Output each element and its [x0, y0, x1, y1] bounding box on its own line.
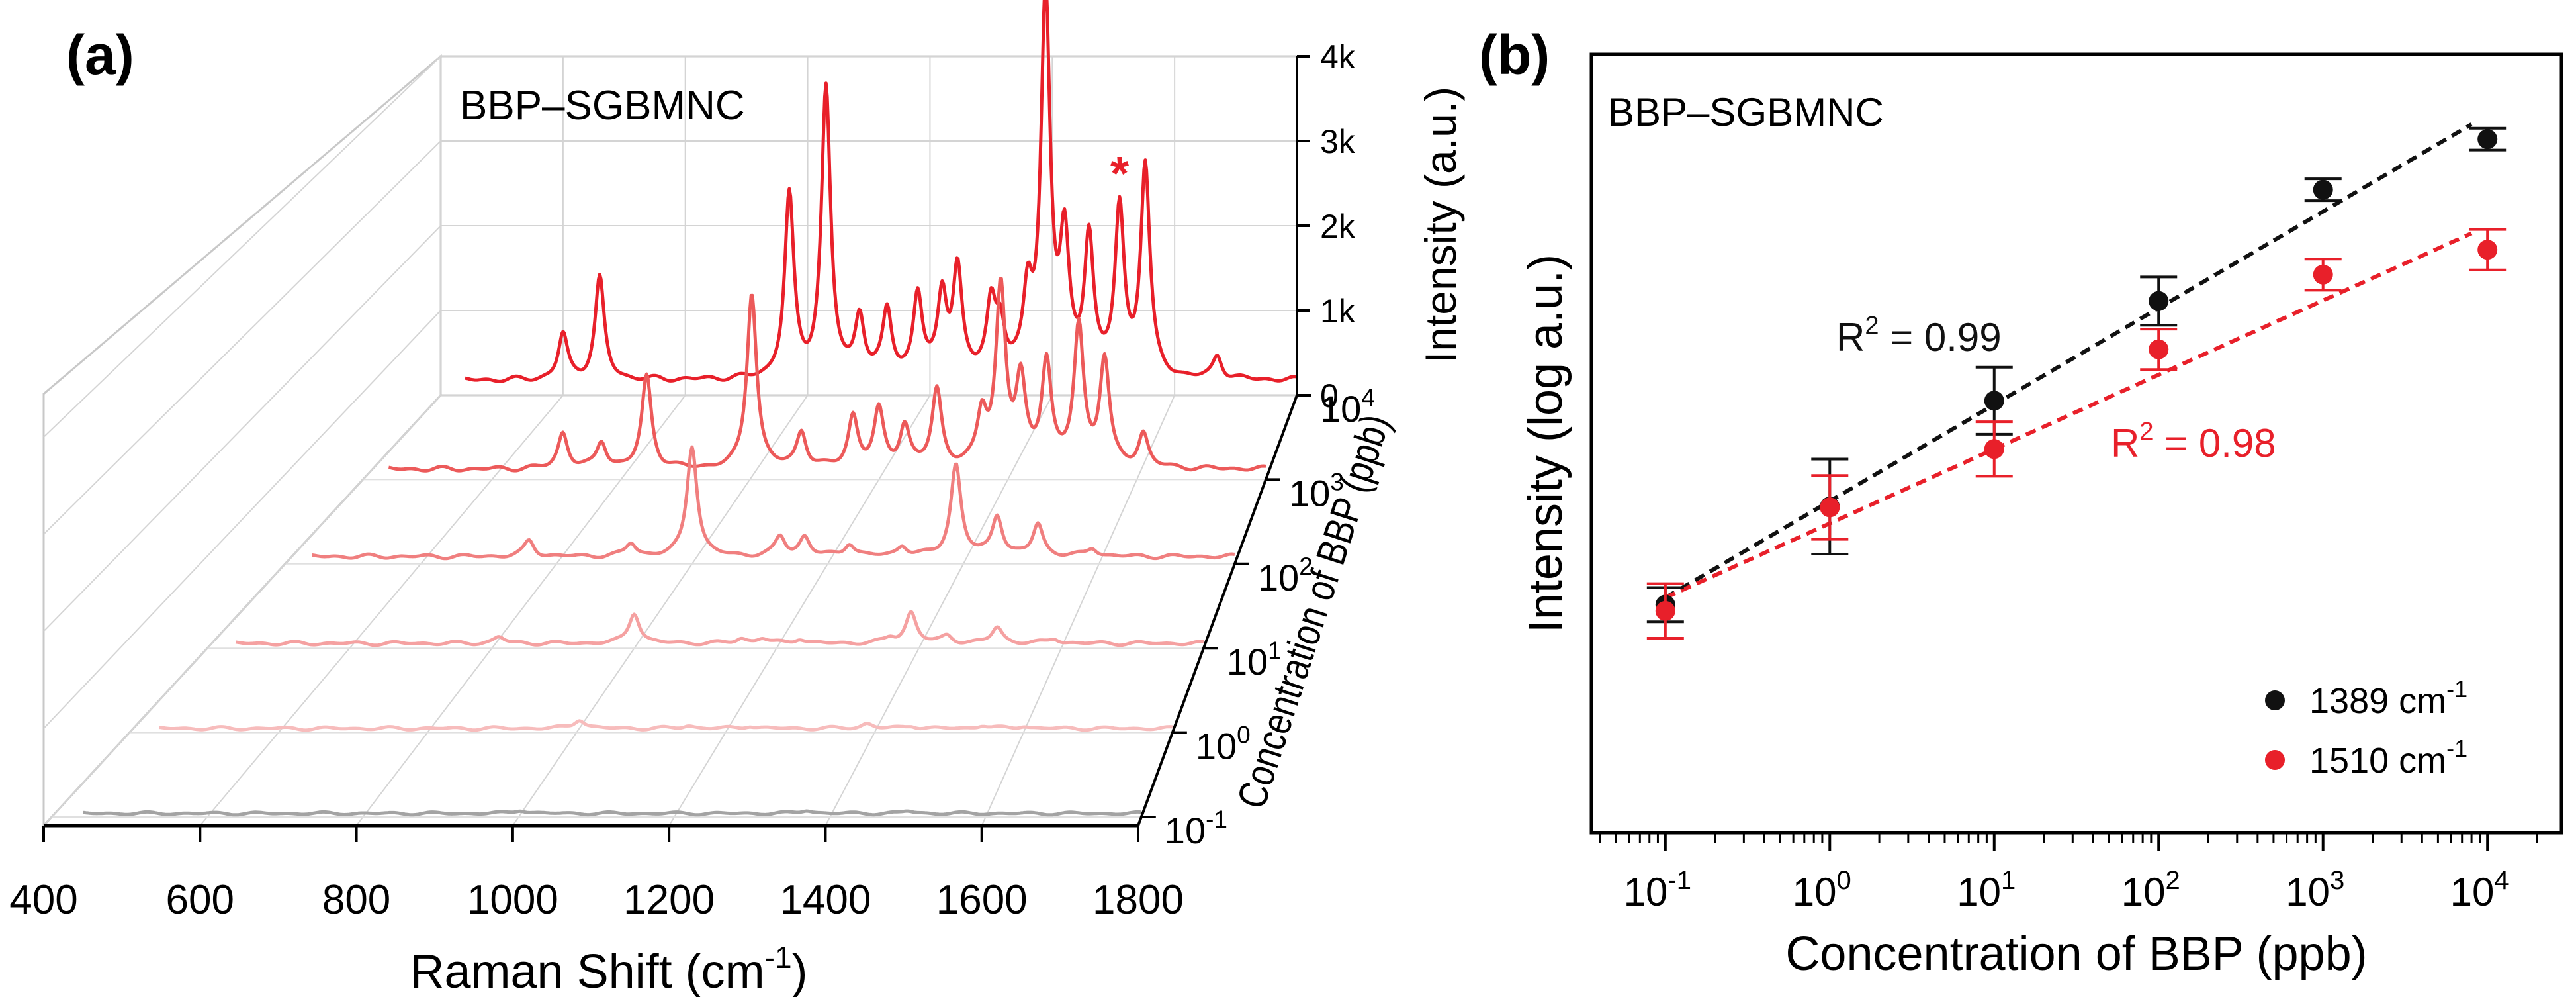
concentration-tick-label: 100 — [1196, 722, 1251, 767]
spectrum-line — [159, 719, 1173, 732]
x-tick-label: 103 — [2286, 866, 2344, 914]
legend-label-1510: 1510 cm-1 — [2309, 735, 2467, 781]
data-point — [2149, 291, 2169, 311]
panel-b-fit-lines — [1664, 122, 2473, 600]
fit-line — [1664, 231, 2473, 600]
floor-gridline — [512, 395, 809, 826]
panel-b-legend: 1389 cm-1 1510 cm-1 — [2265, 675, 2467, 781]
x-tick-label: 10-1 — [1624, 866, 1691, 914]
spectrum-line — [388, 277, 1266, 473]
intensity-tick-label: 0 — [1320, 377, 1339, 414]
fit-line — [1664, 122, 2473, 600]
raman-tick-label: 800 — [322, 877, 390, 923]
data-point — [2313, 264, 2333, 285]
x-tick-label: 101 — [1957, 866, 2016, 914]
side-wall-hgrid — [43, 395, 441, 826]
spectrum-line — [312, 445, 1235, 561]
data-point — [1820, 497, 1840, 518]
intensity-tick-label: 3k — [1320, 123, 1356, 160]
concentration-tick-label: 10-1 — [1165, 806, 1227, 851]
side-wall-hgrid — [43, 225, 441, 632]
side-wall-hgrid — [43, 56, 441, 438]
floor-gridline — [824, 395, 1053, 826]
raman-tick-label: 1800 — [1092, 877, 1184, 923]
panel-b-title: BBP–SGBMNC — [1608, 90, 1884, 134]
panel-b-x-ticks: 10-1 100 101 102 103 104 — [1599, 833, 2538, 914]
concentration-tick-label: 101 — [1227, 637, 1282, 683]
panel-a-concentration-ticks: 10-1 100 101 102 103 104 — [1137, 384, 1375, 851]
panel-a-raman-3d: (a) 0 1k 2k 3k 4k 400 600 800 1000 1200 1400 1600 1… — [9, 0, 1465, 997]
floor-gridline — [355, 395, 686, 826]
concentration-tick-label: 102 — [1258, 553, 1313, 598]
raman-tick-label: 1200 — [623, 877, 715, 923]
data-point — [2149, 339, 2169, 359]
panel-a-raman-ticks: 400 600 800 1000 1200 1400 1600 1800 — [9, 824, 1184, 923]
side-wall-hgrid — [43, 140, 441, 535]
panel-a-x-axis-label: Raman Shift (cm-1) — [410, 940, 807, 997]
raman-tick-label: 1400 — [779, 877, 871, 923]
peak-marker: * — [1110, 148, 1129, 201]
data-point — [1655, 600, 1675, 621]
panel-b-plot-frame — [1589, 52, 2563, 835]
panel-a-intensity-ticks: 0 1k 2k 3k 4k — [1296, 38, 1356, 414]
raman-tick-label: 1600 — [936, 877, 1028, 923]
floor-gridline — [668, 395, 931, 826]
spectrum-line — [465, 0, 1298, 383]
panel-a-frame — [41, 54, 1299, 828]
panel-a-y-axis-label: Intensity (a.u.) — [1416, 87, 1465, 363]
concentration-tick-label: 104 — [1320, 384, 1375, 430]
panel-a-title: BBP–SGBMNC — [460, 83, 745, 128]
spectrum-line — [82, 809, 1142, 817]
intensity-tick-label: 4k — [1320, 38, 1356, 75]
legend-label-1389: 1389 cm-1 — [2309, 675, 2467, 721]
panel-a-label: (a) — [66, 24, 134, 86]
intensity-tick-label: 2k — [1320, 208, 1356, 245]
raman-tick-label: 600 — [166, 877, 234, 923]
panel-b-r2-1510: R2 = 0.98 — [2111, 418, 2276, 465]
concentration-tick-label: 103 — [1289, 468, 1344, 514]
raman-tick-label: 400 — [9, 877, 77, 923]
x-tick-label: 100 — [1793, 866, 1851, 914]
legend-marker-1510 — [2265, 750, 2285, 770]
intensity-tick-label: 1k — [1320, 293, 1356, 330]
concentration-axis-line — [1137, 395, 1298, 826]
spectrum-line — [235, 610, 1204, 647]
x-tick-label: 104 — [2450, 866, 2509, 914]
panel-a-peak-markers: ** — [1110, 148, 1129, 201]
data-point — [2313, 179, 2333, 200]
raman-tick-label: 1000 — [467, 877, 558, 923]
panel-b-calibration: (b) BBP–SGBMNC 10-1 100 101 102 103 104 R2 = … — [1479, 24, 2563, 980]
panel-b-r2-1389: R2 = 0.99 — [1836, 312, 2002, 359]
data-point — [1984, 391, 2004, 411]
data-point — [1984, 439, 2004, 459]
data-point — [2477, 240, 2498, 260]
legend-marker-1389 — [2265, 690, 2285, 710]
panel-b-label: (b) — [1479, 24, 1550, 86]
x-tick-label: 102 — [2121, 866, 2180, 914]
panel-b-y-axis-label: Intensity (log a.u.) — [1519, 254, 1572, 633]
panel-a-spectra — [82, 0, 1298, 817]
side-wall-hgrid — [43, 310, 441, 729]
data-point — [2477, 129, 2498, 150]
panel-b-data-points — [1646, 126, 2507, 640]
floor-gridline — [981, 395, 1176, 826]
panel-b-x-axis-label: Concentration of BBP (ppb) — [1785, 927, 2367, 980]
